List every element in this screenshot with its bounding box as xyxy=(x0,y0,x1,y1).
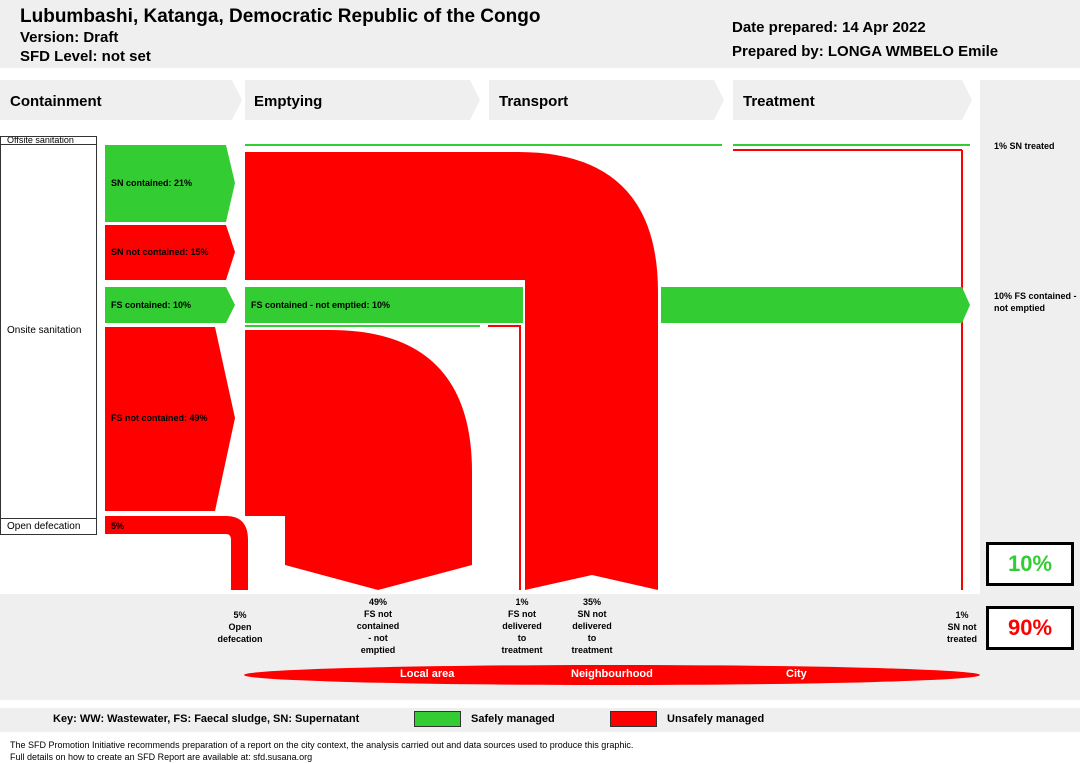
fs-contained-not-emptied-label: FS contained - not emptied: 10% xyxy=(251,300,391,310)
bottom-label-line: FS not xyxy=(508,609,536,619)
bottom-label-line: 5% xyxy=(233,610,247,620)
fs-not-contained-arrow xyxy=(105,327,235,511)
open-defecation-pct: 5% xyxy=(111,521,125,531)
prepared-by: Prepared by: LONGA WMBELO Emile xyxy=(732,43,999,60)
scale-city: City xyxy=(786,668,807,680)
right-column xyxy=(980,80,1080,595)
bottom-label-fs-not-contained: 49% FS not contained - not emptied xyxy=(348,596,408,656)
sn-contained-arrow xyxy=(105,145,235,222)
bottom-label-line: delivered xyxy=(502,621,542,631)
scale-neighbourhood: Neighbourhood xyxy=(571,668,653,680)
open-defecation-box: Open defecation xyxy=(0,518,97,535)
bottom-label-line: treated xyxy=(946,634,977,644)
key-unsafe-label: Unsafely managed xyxy=(667,713,765,725)
bottom-label-line: emptied xyxy=(360,645,396,655)
bottom-label-line: contained xyxy=(356,621,400,631)
fs-contained-not-emptied-arrow xyxy=(661,287,970,323)
stage-emptying: Emptying xyxy=(254,93,323,110)
bottom-label-line: 49% xyxy=(368,597,387,607)
bottom-label-line: SN not xyxy=(577,609,607,619)
stage-containment: Containment xyxy=(10,93,102,110)
stage-chevron-transport xyxy=(489,80,724,120)
bottom-label-line: 1% xyxy=(955,610,969,620)
bottom-label-line: 35% xyxy=(582,597,601,607)
sfd-flow-diagram xyxy=(0,80,980,685)
bottom-label-line: to xyxy=(517,633,527,643)
sn-treated-label: 1% SN treated xyxy=(994,141,1055,151)
key-bar xyxy=(0,708,1080,732)
key-abbreviations: Key: WW: Wastewater, FS: Faecal sludge, … xyxy=(53,713,360,725)
bottom-label-open-defecation: 5% Open defecation xyxy=(210,609,270,645)
bottom-label-line: defecation xyxy=(217,634,263,644)
bottom-label-line: SN not xyxy=(947,622,977,632)
fs-not-contained-label: FS not contained: 49% xyxy=(111,413,208,423)
bottom-label-line: FS not xyxy=(364,609,392,619)
footer-line-1: The SFD Promotion Initiative recommends … xyxy=(10,740,634,750)
header-right: Date prepared: 14 Apr 2022 Prepared by: … xyxy=(732,16,998,64)
fs-not-emptied-flow xyxy=(245,330,472,590)
scale-ellipse xyxy=(244,665,980,685)
stage-chevron-containment xyxy=(0,80,242,120)
key-unsafe-swatch xyxy=(610,711,657,727)
offsite-sanitation-label: Offsite sanitation xyxy=(7,136,74,145)
bottom-label-line: treatment xyxy=(571,645,613,655)
sn-contained-label: SN contained: 21% xyxy=(111,178,193,188)
key-safe-label: Safely managed xyxy=(471,713,555,725)
open-defecation-flow xyxy=(105,516,248,590)
fs-not-delivered-line xyxy=(488,325,521,590)
stage-transport: Transport xyxy=(499,93,569,110)
header-left: Lubumbashi, Katanga, Democratic Republic… xyxy=(20,6,540,66)
sn-not-delivered-flow xyxy=(245,152,658,590)
open-defecation-label: Open defecation xyxy=(7,521,81,532)
city-title: Lubumbashi, Katanga, Democratic Republic… xyxy=(20,6,541,27)
version-label: Version: Draft xyxy=(20,29,119,46)
footer-line-2: Full details on how to create an SFD Rep… xyxy=(10,752,313,762)
onsite-sanitation-box: Onsite sanitation xyxy=(0,144,97,519)
bottom-label-line: treatment xyxy=(501,645,543,655)
header-background xyxy=(0,0,1080,68)
bottom-label-line: 1% xyxy=(515,597,529,607)
bottom-label-line: delivered xyxy=(572,621,612,631)
fs-contained-label: FS contained: 10% xyxy=(111,300,192,310)
fs-contained-arrow xyxy=(105,287,235,323)
date-prepared: Date prepared: 14 Apr 2022 xyxy=(732,19,926,36)
key-safe-swatch xyxy=(414,711,461,727)
bottom-label-fs-not-delivered: 1% FS not delivered to treatment xyxy=(492,596,552,656)
sn-not-contained-label: SN not contained: 15% xyxy=(111,247,209,257)
bottom-label-sn-not-delivered: 35% SN not delivered to treatment xyxy=(562,596,622,656)
bottom-label-line: to xyxy=(587,633,597,643)
sfd-level-label: SFD Level: not set xyxy=(20,48,151,65)
stage-treatment: Treatment xyxy=(743,93,815,110)
bottom-label-sn-not-treated: 1% SN not treated xyxy=(932,609,992,645)
fs-contained-not-emptied-bar xyxy=(245,287,523,323)
onsite-sanitation-label: Onsite sanitation xyxy=(7,325,82,336)
safely-managed-total: 10% xyxy=(986,542,1074,586)
unsafely-managed-total: 90% xyxy=(986,606,1074,650)
bottom-label-line: - not xyxy=(368,633,388,643)
sn-not-contained-arrow xyxy=(105,225,235,280)
scale-local-area: Local area xyxy=(400,668,455,680)
stage-chevron-treatment xyxy=(733,80,972,120)
footer: The SFD Promotion Initiative recommends … xyxy=(10,739,633,763)
stage-chevron-emptying xyxy=(245,80,480,120)
fs-contained-not-emptied-right-label: 10% FS contained - not emptied xyxy=(994,291,1077,313)
bottom-label-line: Open xyxy=(228,622,252,632)
